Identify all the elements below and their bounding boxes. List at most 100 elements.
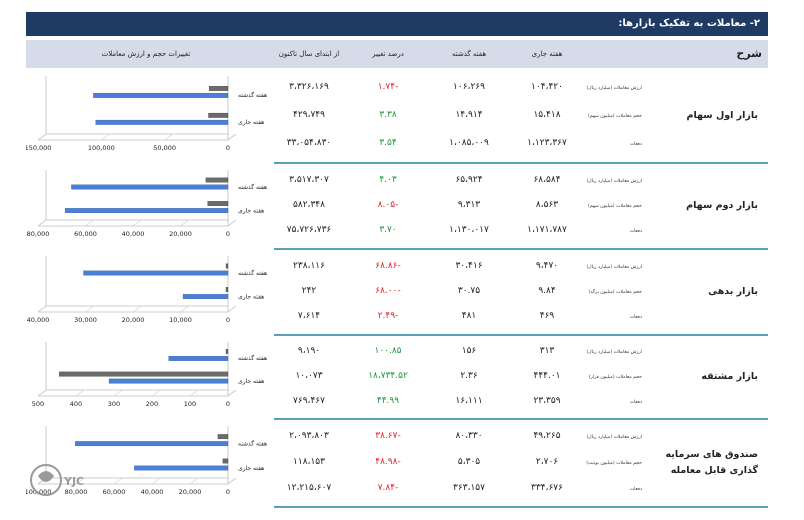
chart-category-label: هفته جاری bbox=[238, 293, 264, 300]
row-label: حجم معاملات (میلیون سهم) bbox=[588, 114, 642, 119]
ytd-value: ۲۳۸،۱۱۶ bbox=[293, 260, 325, 271]
last-week-value: ۵،۳۰۵ bbox=[457, 457, 481, 467]
chart-gridline bbox=[180, 219, 189, 227]
current-week-value: ۱،۱۷۱،۷۸۷ bbox=[527, 225, 567, 236]
last-week-value: ۶۵،۹۲۴ bbox=[455, 174, 483, 185]
row-label: حجم معاملات (میلیون یونیت) bbox=[586, 461, 642, 466]
market-name: بازار مشتقه bbox=[701, 371, 758, 382]
current-week-value: ۳۱۳ bbox=[539, 346, 555, 357]
chart-bar-volume bbox=[225, 263, 229, 269]
chart-category-label: هفته جاری bbox=[238, 465, 264, 472]
last-week-value: ۳۰،۴۱۶ bbox=[455, 260, 483, 271]
ytd-value: ۳،۳۲۶،۱۶۹ bbox=[289, 82, 329, 93]
chart-gridline bbox=[75, 389, 85, 397]
chart-bar-volume bbox=[207, 201, 229, 206]
chart-category-label: هفته جاری bbox=[238, 378, 264, 385]
chart-tick-label: 20,000 bbox=[169, 230, 192, 238]
ytd-value: ۴۲۹،۷۴۹ bbox=[293, 110, 325, 120]
chart-0: 150,000 100,000 50,000 0 هفته گذشته هفته جاری bbox=[26, 76, 267, 152]
chart-gridline bbox=[227, 389, 237, 397]
pct-change-value: -۸.۰۵ bbox=[377, 200, 399, 210]
section-separator bbox=[274, 248, 768, 250]
chart-bar-value bbox=[108, 378, 229, 384]
section-separator bbox=[274, 418, 768, 420]
current-week-value: ۴۹،۲۶۵ bbox=[533, 431, 561, 442]
ytd-value: ۱۲،۲۱۵،۶۰۷ bbox=[286, 482, 332, 493]
chart-tick-label: 20,000 bbox=[122, 316, 145, 324]
chart-gridline bbox=[113, 389, 123, 397]
chart-tick-label: 500 bbox=[32, 400, 44, 408]
chart-2: 40,000 30,000 20,000 10,000 0 هفته گذشته هفته … bbox=[27, 256, 267, 324]
chart-tick-label: 100,000 bbox=[88, 144, 115, 152]
row-label: حجم معاملات (میلیون قرار) bbox=[588, 375, 642, 380]
chart-gridline bbox=[85, 305, 94, 313]
chart-gridline bbox=[151, 389, 161, 397]
chart-tick-label: 400 bbox=[70, 400, 82, 408]
chart-bar-volume bbox=[217, 434, 229, 440]
section-stock-first: بازار اول سهام ارزش معاملات (میلیارد ریال… bbox=[26, 70, 768, 162]
current-week-value: ۱،۱۲۳،۳۶۷ bbox=[527, 137, 567, 148]
ytd-value: ۷۵،۷۲۶،۷۳۶ bbox=[286, 225, 332, 236]
ytd-value: ۳،۵۱۷،۳۰۷ bbox=[289, 174, 329, 185]
chart-bar-volume bbox=[208, 112, 229, 118]
pct-change-value: ۳.۷۰ bbox=[379, 225, 397, 236]
chart-tick-label: 30,000 bbox=[74, 316, 97, 324]
pct-change-value: ۳.۵۴ bbox=[379, 137, 397, 148]
chart-bar-value bbox=[168, 356, 229, 361]
chart-category-label: هفته جاری bbox=[238, 207, 264, 214]
pct-change-value: ۱۸،۷۳۴.۵۲ bbox=[368, 371, 408, 381]
table-header: تغییرات حجم و ارزش معاملات از ابتدای سال… bbox=[26, 40, 768, 68]
chart-tick-label: 40,000 bbox=[141, 488, 164, 496]
ytd-value: ۱۰،۰۷۳ bbox=[295, 371, 323, 381]
row-label: ارزش معاملات (میلیارد ریال) bbox=[586, 178, 642, 184]
chart-gridline bbox=[101, 133, 110, 141]
chart-gridline bbox=[189, 477, 199, 485]
last-week-header: هفته گذشته bbox=[451, 50, 487, 58]
chart-bar-value bbox=[93, 93, 229, 98]
row-label: دفعات bbox=[629, 141, 642, 147]
chart-tick-label: 0 bbox=[226, 230, 230, 238]
last-week-value: ۹،۳۱۳ bbox=[457, 200, 481, 210]
chart-gridline bbox=[113, 477, 123, 485]
chart-gridline bbox=[227, 133, 237, 141]
pct-change-value: -۳۸.۶۷ bbox=[375, 431, 401, 442]
current-week-value: ۹،۴۷۰ bbox=[535, 260, 559, 271]
row-label: ارزش معاملات (میلیارد ریال) bbox=[586, 435, 642, 441]
chart-tick-label: 200 bbox=[146, 400, 158, 408]
ytd-value: ۷۶۹،۴۶۷ bbox=[293, 395, 325, 406]
pct-change-value: ۴۴.۹۹ bbox=[376, 395, 400, 406]
ytd-value: ۵۸۲،۳۴۸ bbox=[293, 200, 325, 210]
chart-tick-label: 40,000 bbox=[122, 230, 145, 238]
chart-tick-label: 60,000 bbox=[103, 488, 126, 496]
desc-header: شرح bbox=[736, 47, 762, 60]
chart-bar-value bbox=[134, 465, 229, 471]
section-debt: بازار بدهی ارزش معاملات (میلیارد ریال) ۹،۴… bbox=[26, 250, 768, 334]
chart-gridline bbox=[37, 219, 47, 227]
chart-category-label: هفته گذشته bbox=[238, 91, 267, 99]
last-week-value: ۱۴،۹۱۴ bbox=[455, 110, 483, 120]
chart-category-label: هفته گذشته bbox=[238, 439, 267, 447]
chart-gridline bbox=[180, 305, 189, 313]
chart-tick-label: 0 bbox=[226, 316, 230, 324]
chart-gridline bbox=[85, 219, 94, 227]
last-week-value: ۱۶،۱۱۱ bbox=[455, 395, 483, 406]
current-week-header: هفته جاری bbox=[531, 50, 563, 58]
market-name: صندوق های سرمایه گذاری قابل معامله bbox=[665, 449, 758, 476]
last-week-value: ۸۰،۳۳۰ bbox=[455, 431, 483, 442]
ytd-value: ۳۳،۰۵۴،۸۳۰ bbox=[286, 137, 332, 148]
section-separator bbox=[274, 162, 768, 164]
chart-gridline bbox=[37, 389, 47, 397]
section-stock-second: بازار دوم سهام ارزش معاملات (میلیارد ریال… bbox=[26, 164, 768, 248]
chart-1: 80,000 60,000 40,000 20,000 0 هفته گذشته هفته … bbox=[27, 170, 267, 238]
chart-3: 500 400 300 200 100 0 هفته گذشته هفته جاری bbox=[32, 342, 267, 408]
chart-gridline bbox=[227, 219, 237, 227]
chart-tick-label: 0 bbox=[226, 144, 230, 152]
row-label: دفعات bbox=[629, 315, 642, 321]
ytd-value: ۱۱۸،۱۵۳ bbox=[293, 457, 325, 467]
yjc-logo: YJC bbox=[30, 464, 84, 496]
chart-bar-value bbox=[182, 294, 229, 299]
chart-header: تغییرات حجم و ارزش معاملات bbox=[101, 50, 191, 58]
section-separator bbox=[274, 334, 768, 336]
current-week-value: ۱۰۴،۴۲۰ bbox=[531, 82, 563, 93]
chart-tick-label: 40,000 bbox=[27, 316, 50, 324]
